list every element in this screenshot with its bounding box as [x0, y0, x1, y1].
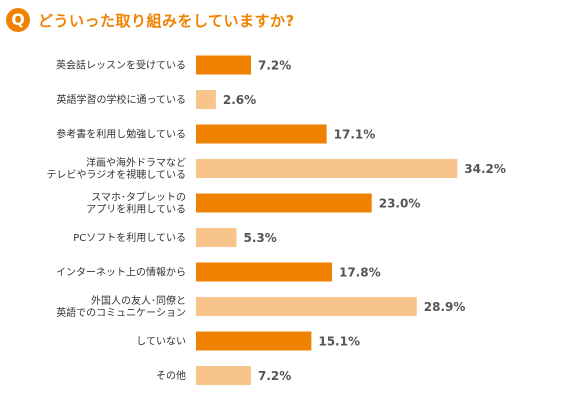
category-label-1: 英会話レッスンを受けている — [56, 59, 186, 72]
value-label-6: 5.3% — [243, 231, 276, 245]
chart-header: Q どういった取り組みをしていますか? — [6, 6, 295, 34]
bar-3 — [196, 124, 327, 144]
value-label-10: 7.2% — [258, 369, 291, 383]
bar-9 — [196, 331, 312, 351]
bar-8 — [196, 297, 417, 316]
bar-4 — [196, 159, 458, 178]
bar-7 — [196, 262, 332, 282]
category-label-5: スマホ･タブレットのアプリを利用している — [86, 191, 186, 216]
value-label-9: 15.1% — [318, 335, 360, 349]
bar-10 — [196, 366, 252, 385]
value-label-2: 2.6% — [223, 93, 256, 107]
value-label-7: 17.8% — [339, 266, 381, 280]
category-label-2: 英語学習の学校に通っている — [57, 93, 187, 106]
chart-title: どういった取り組みをしていますか? — [38, 11, 295, 30]
bar-6 — [196, 228, 237, 247]
bar-5 — [196, 193, 372, 213]
category-label-3: 参考書を利用し勉強している — [56, 128, 186, 141]
category-label-9: していない — [136, 336, 186, 348]
bar-1 — [196, 55, 252, 75]
value-label-5: 23.0% — [379, 197, 421, 211]
category-label-4: 洋画や海外ドラマなどテレビやラジオを視聴している — [47, 156, 187, 181]
category-label-7: インターネット上の情報から — [56, 266, 186, 279]
bar-2 — [196, 90, 216, 109]
value-label-1: 7.2% — [258, 59, 291, 73]
value-label-4: 34.2% — [464, 162, 506, 176]
value-label-3: 17.1% — [334, 128, 376, 142]
question-icon: Q — [6, 8, 30, 32]
category-label-10: その他 — [156, 369, 186, 382]
category-label-6: PCソフトを利用している — [73, 232, 186, 244]
category-label-8: 外国人の友人･同僚と英語でのコミュニケーション — [56, 294, 186, 319]
value-label-8: 28.9% — [424, 300, 466, 314]
